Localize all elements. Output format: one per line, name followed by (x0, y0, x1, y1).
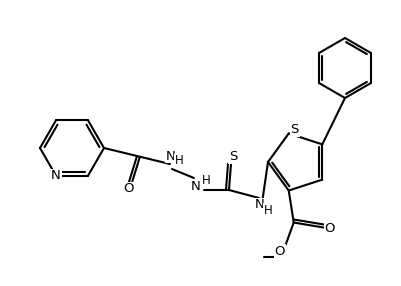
Text: S: S (291, 123, 299, 136)
Text: N: N (51, 169, 61, 182)
Text: N: N (166, 150, 176, 162)
Text: O: O (123, 182, 133, 196)
Text: H: H (263, 204, 272, 217)
Text: S: S (229, 150, 237, 164)
Text: O: O (324, 222, 335, 235)
Text: O: O (274, 245, 285, 258)
Text: H: H (174, 154, 183, 168)
Text: H: H (202, 174, 211, 188)
Text: N: N (255, 198, 265, 212)
Text: N: N (191, 180, 201, 192)
